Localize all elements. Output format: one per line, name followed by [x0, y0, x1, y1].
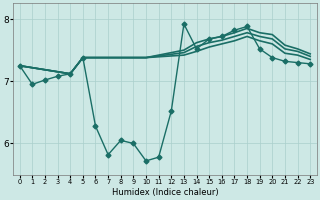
X-axis label: Humidex (Indice chaleur): Humidex (Indice chaleur) [112, 188, 218, 197]
